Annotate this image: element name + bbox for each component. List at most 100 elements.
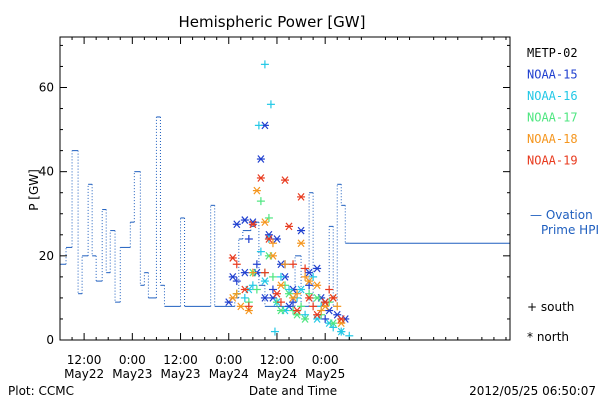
legend-noaa-16: NOAA-16	[527, 89, 578, 103]
south-marker	[232, 277, 241, 286]
north-marker	[289, 294, 298, 302]
north-marker	[329, 294, 338, 302]
x-tick-label-time: 0:00	[215, 353, 242, 367]
south-marker	[301, 272, 310, 281]
north-marker	[260, 294, 269, 302]
x-tick-label-date: May25	[305, 367, 345, 381]
marker-stroke	[233, 220, 241, 229]
south-marker	[260, 268, 269, 277]
legend-noaa-15: NOAA-15	[527, 68, 578, 82]
north-marker	[305, 277, 314, 285]
marker-stroke	[241, 268, 249, 277]
marker-stroke	[273, 289, 281, 298]
north-marker	[285, 222, 294, 231]
marker-stroke	[277, 306, 285, 315]
south-marker	[309, 272, 318, 281]
south-marker	[248, 281, 257, 290]
north-marker	[329, 319, 338, 328]
north-marker	[276, 281, 285, 290]
marker-stroke	[297, 226, 305, 235]
marker-stroke	[313, 281, 321, 290]
south-marker	[264, 213, 273, 222]
marker-stroke	[265, 235, 273, 243]
marker-stroke	[229, 294, 237, 302]
legend: METP-02 NOAA-15 NOAA-16 NOAA-17 NOAA-18 NOAA-…	[527, 46, 599, 344]
north-marker	[240, 216, 249, 224]
marker-stroke	[281, 176, 289, 184]
north-marker	[321, 298, 330, 307]
footer-timestamp: 2012/05/25 06:50:07	[469, 384, 596, 398]
legend-noaa-17: NOAA-17	[527, 111, 578, 125]
south-marker	[244, 235, 253, 243]
south-marker	[232, 289, 241, 298]
x-tick-label-date: May23	[112, 367, 152, 381]
chart-title: Hemispheric Power [GW]	[179, 13, 366, 31]
south-marker	[266, 100, 275, 109]
y-tick-label: 40	[39, 165, 54, 179]
marker-stroke	[257, 174, 265, 182]
marker-stroke	[249, 220, 257, 229]
south-marker	[305, 289, 314, 298]
south-marker	[297, 302, 306, 311]
south-marker	[232, 260, 241, 269]
marker-stroke	[261, 121, 269, 130]
legend-noaa-18: NOAA-18	[527, 132, 578, 146]
south-marker	[240, 293, 249, 302]
marker-stroke	[321, 298, 329, 307]
marker-stroke	[273, 235, 281, 243]
marker-stroke	[305, 294, 313, 302]
north-marker	[244, 306, 253, 315]
marker-stroke	[305, 277, 313, 285]
south-marker	[301, 264, 310, 273]
marker-stroke	[261, 218, 269, 227]
north-marker	[256, 174, 265, 182]
north-marker	[260, 218, 269, 227]
north-marker	[281, 176, 289, 184]
north-marker	[228, 272, 237, 281]
marker-stroke	[229, 272, 237, 281]
x-tick-label-time: 12:00	[67, 353, 102, 367]
x-tick-label-date: May23	[160, 367, 200, 381]
x-tick-label-time: 0:00	[312, 353, 339, 367]
south-marker	[276, 298, 285, 307]
north-marker	[240, 285, 249, 294]
north-marker	[337, 319, 346, 328]
marker-stroke	[281, 272, 289, 281]
north-marker	[313, 264, 322, 273]
satellite-points	[224, 60, 354, 340]
marker-stroke	[229, 254, 237, 262]
south-marker	[289, 260, 298, 269]
north-marker	[232, 220, 241, 229]
south-marker	[270, 327, 279, 336]
north-marker	[305, 294, 314, 302]
marker-stroke	[329, 294, 337, 302]
north-marker	[313, 315, 322, 323]
south-marker	[281, 260, 289, 269]
north-marker	[272, 289, 281, 298]
south-marker	[256, 197, 265, 206]
north-marker	[297, 226, 306, 235]
legend-marker-north: * north	[527, 330, 569, 344]
y-axis-label: P [GW]	[27, 169, 41, 211]
south-marker	[293, 289, 302, 298]
north-marker	[276, 306, 285, 315]
north-marker	[293, 306, 302, 315]
marker-stroke	[313, 310, 321, 319]
north-marker	[313, 294, 322, 302]
marker-stroke	[277, 260, 285, 269]
south-marker	[260, 60, 269, 69]
south-marker	[305, 281, 314, 290]
north-marker	[321, 302, 330, 311]
x-tick-label-date: May22	[64, 367, 104, 381]
south-marker	[325, 285, 334, 294]
x-tick-label-time: 0:00	[119, 353, 146, 367]
south-marker	[301, 310, 310, 319]
south-marker	[317, 306, 326, 315]
north-marker	[272, 235, 281, 243]
south-marker	[276, 272, 285, 281]
series-noaa-15-north	[224, 121, 350, 323]
marker-stroke	[241, 216, 249, 224]
north-marker	[337, 327, 346, 336]
south-marker	[321, 314, 330, 323]
marker-stroke	[277, 281, 285, 290]
